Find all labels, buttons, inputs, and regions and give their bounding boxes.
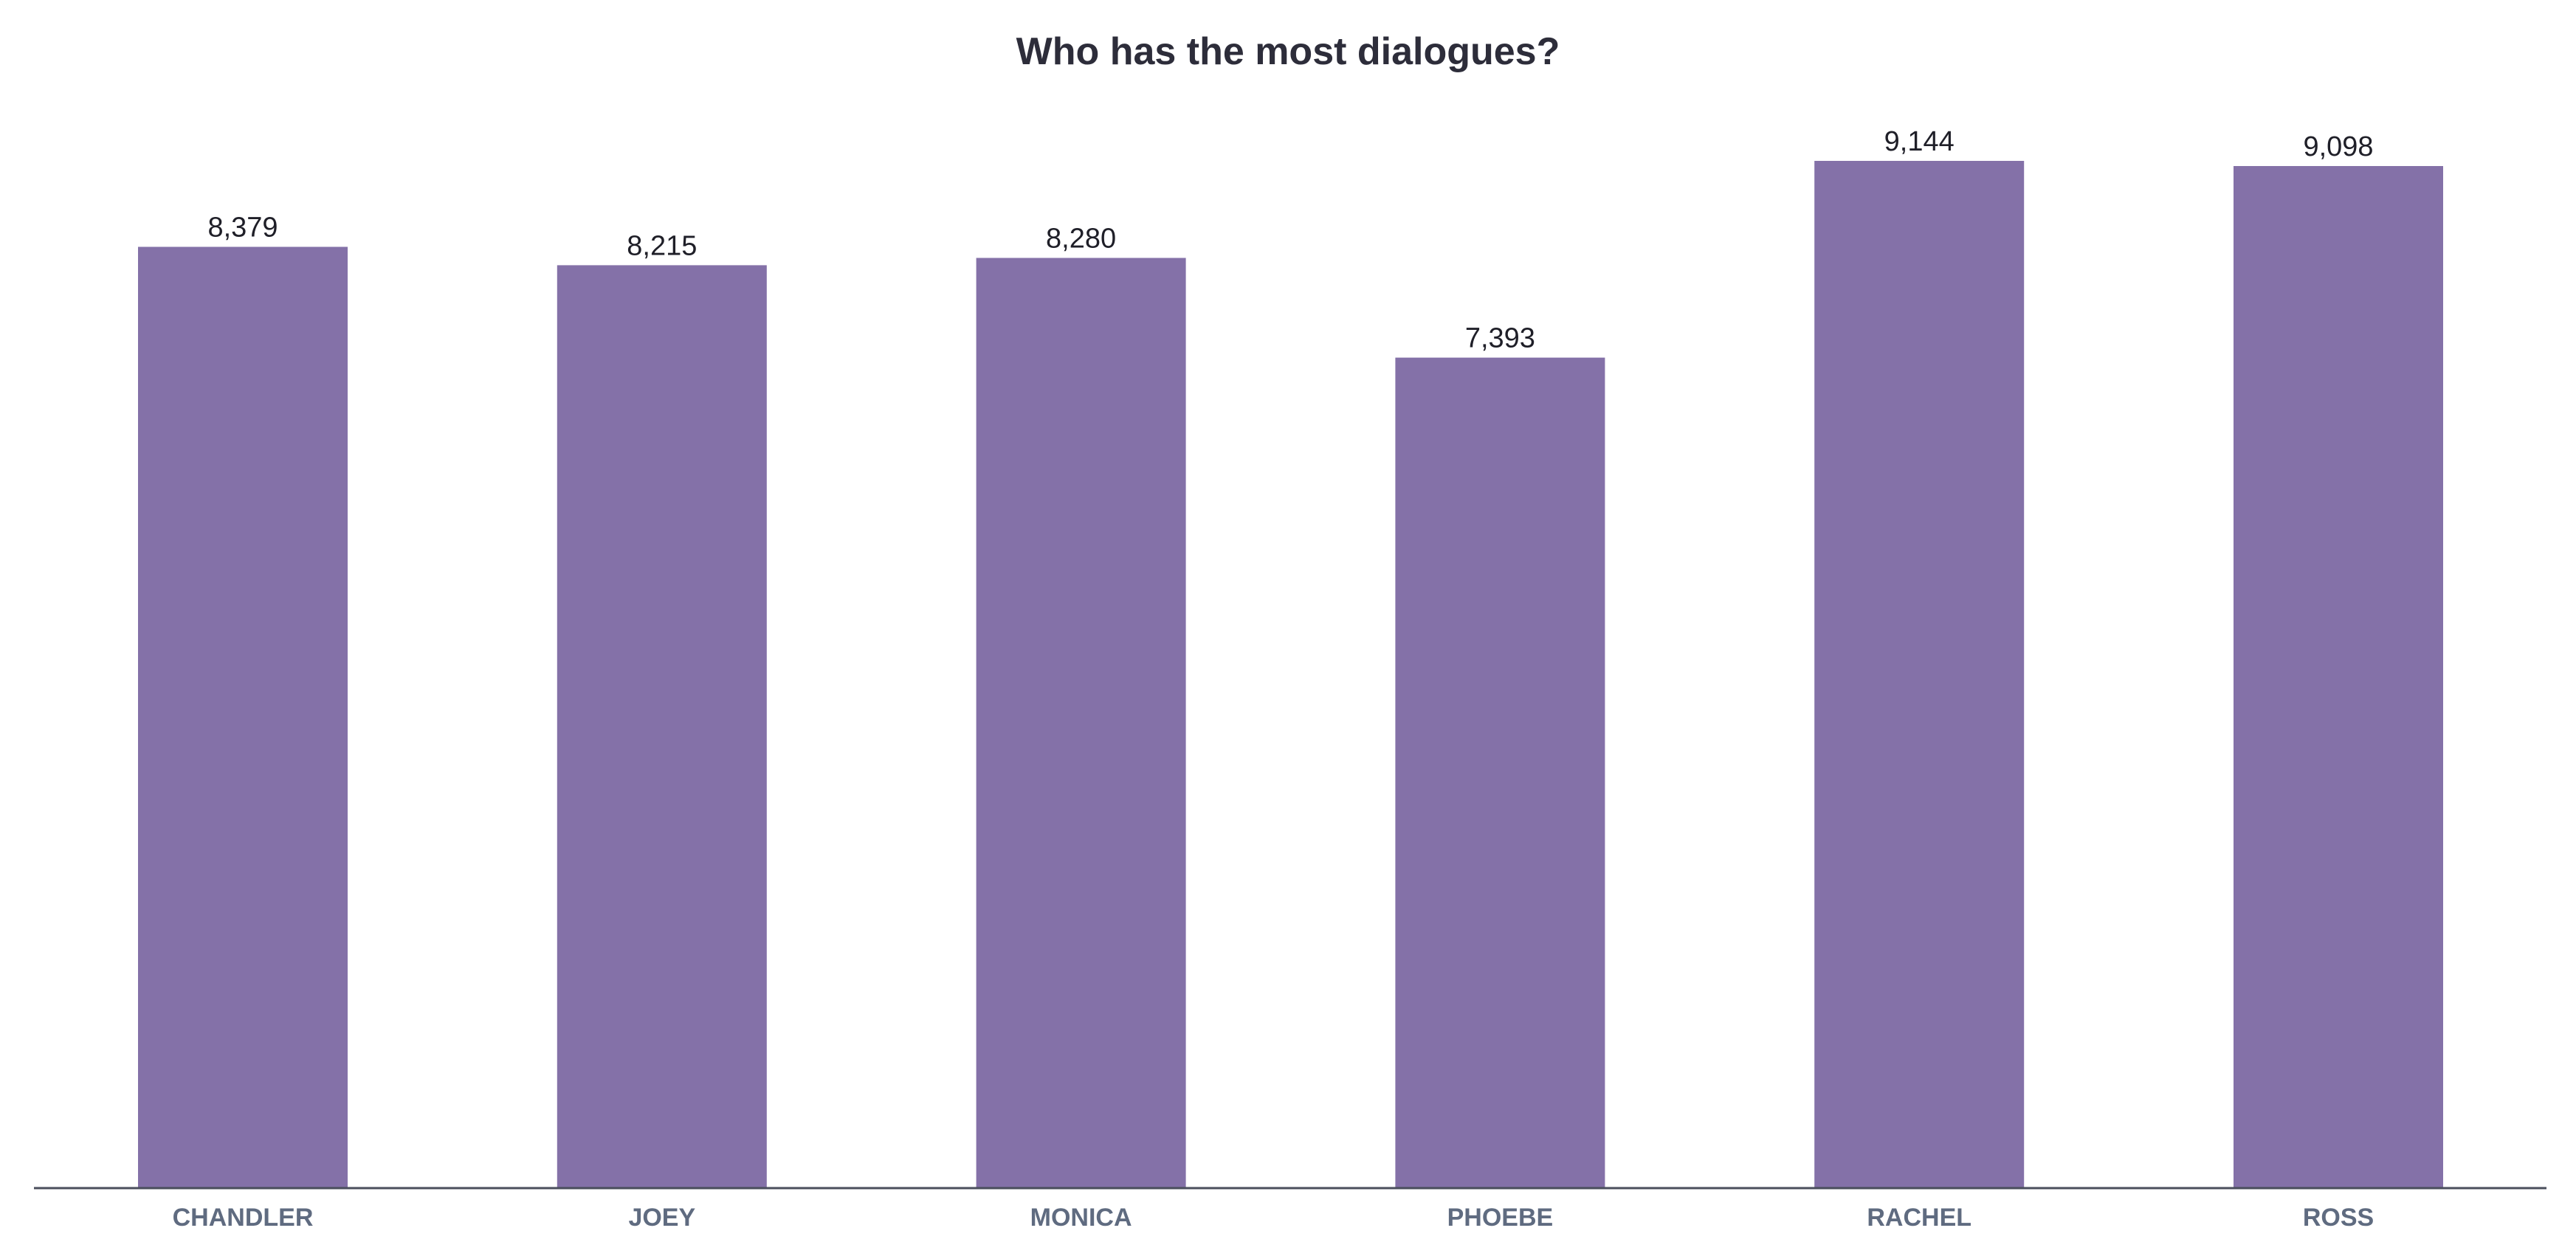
bar-joey <box>557 265 767 1188</box>
bar-monica <box>976 258 1186 1188</box>
category-label-ross: ROSS <box>2303 1204 2374 1232</box>
category-label-chandler: CHANDLER <box>173 1204 314 1232</box>
value-label-monica: 8,280 <box>1046 224 1116 255</box>
category-label-phoebe: PHOEBE <box>1447 1204 1554 1232</box>
value-label-rachel: 9,144 <box>1884 126 1955 157</box>
value-label-joey: 8,215 <box>627 230 697 261</box>
category-label-joey: JOEY <box>628 1204 695 1232</box>
bars-layer <box>138 161 2443 1189</box>
bar-rachel <box>1814 161 2025 1188</box>
bar-phoebe <box>1395 357 1605 1189</box>
category-label-monica: MONICA <box>1030 1204 1132 1232</box>
value-label-chandler: 8,379 <box>207 213 278 244</box>
category-labels-layer: CHANDLER JOEY MONICA PHOEBE RACHEL ROSS <box>173 1204 2374 1232</box>
value-label-ross: 9,098 <box>2303 131 2373 162</box>
category-label-rachel: RACHEL <box>1867 1204 1971 1232</box>
chart-title: Who has the most dialogues? <box>1016 30 1560 73</box>
value-labels-layer: 8,379 8,215 8,280 7,393 9,144 9,098 <box>207 126 2373 354</box>
bar-chandler <box>138 246 348 1188</box>
value-label-phoebe: 7,393 <box>1465 323 1535 354</box>
bar-ross <box>2234 166 2443 1188</box>
